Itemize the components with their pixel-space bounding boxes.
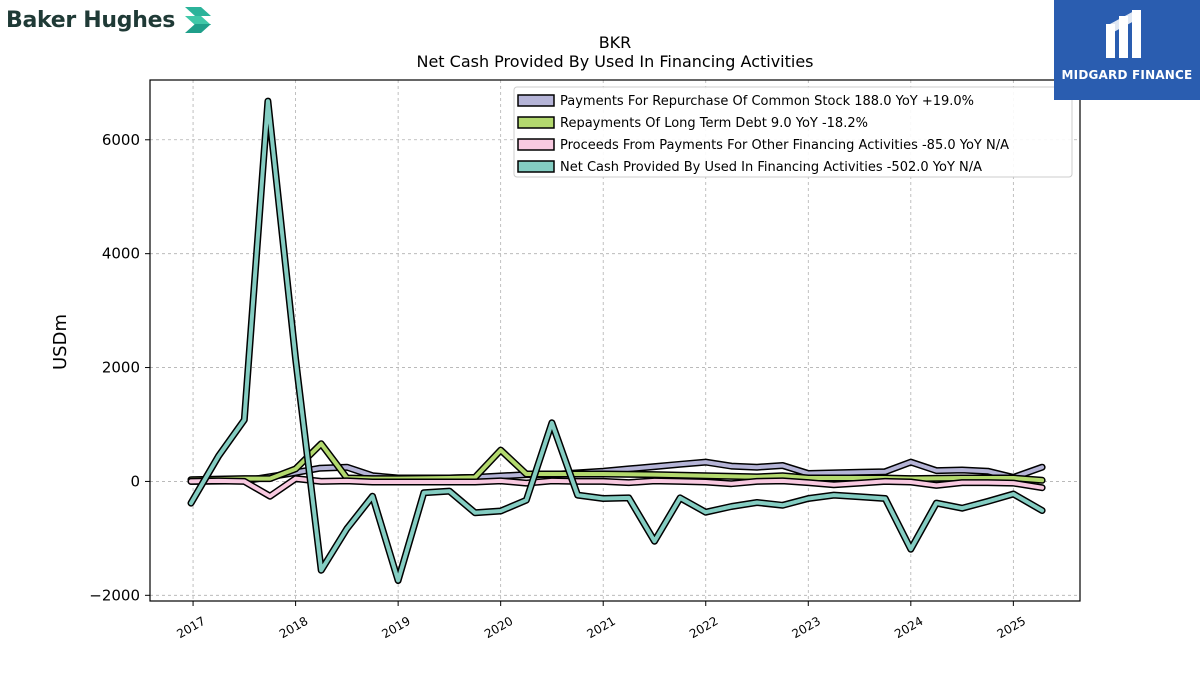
legend-entry: Repayments Of Long Term Debt 9.0 YoY -18… <box>560 116 868 131</box>
chart-subtitle: Net Cash Provided By Used In Financing A… <box>416 52 813 71</box>
y-tick-label: −2000 <box>89 586 140 604</box>
baker-hughes-logo-text: Baker Hughes <box>6 7 175 33</box>
y-tick-label: 2000 <box>102 359 140 377</box>
axes-frame <box>149 79 1081 602</box>
x-tick-label: 2021 <box>584 614 617 641</box>
legend-swatch <box>517 116 555 129</box>
x-tick-label: 2020 <box>482 614 515 641</box>
legend-box <box>513 86 1073 178</box>
chart-title: BKR <box>599 33 632 52</box>
midgard-finance-logo: MIDGARD FINANCE <box>1054 0 1200 100</box>
x-tick-label: 2019 <box>379 614 412 641</box>
x-tick-label: 2025 <box>995 614 1028 641</box>
legend: Payments For Repurchase Of Common Stock … <box>513 86 1073 178</box>
series-repurchase-line <box>189 460 1045 484</box>
x-tick-label: 2018 <box>277 614 310 641</box>
y-tick-label: 0 <box>130 472 140 490</box>
x-tick-label: 2023 <box>790 614 823 641</box>
y-axis-label: USDm <box>50 314 71 370</box>
series-net-cash-line <box>189 99 1045 583</box>
y-tick-label: 6000 <box>102 131 140 149</box>
midgard-monogram-icon <box>1106 10 1141 58</box>
x-tick-label: 2022 <box>687 614 720 641</box>
legend-swatch <box>517 94 555 107</box>
legend-entry: Net Cash Provided By Used In Financing A… <box>560 160 982 175</box>
x-tick-label: 2017 <box>174 614 207 641</box>
legend-swatch <box>517 160 555 173</box>
y-tick-label: 4000 <box>102 245 140 263</box>
legend-swatch <box>517 138 555 151</box>
baker-hughes-logo: Baker Hughes <box>6 4 215 36</box>
legend-entry: Payments For Repurchase Of Common Stock … <box>560 94 974 109</box>
series-proceeds-line <box>189 476 1045 499</box>
baker-hughes-chevron-icon <box>184 7 211 33</box>
series-lines <box>187 97 1046 584</box>
midgard-finance-logo-text: MIDGARD FINANCE <box>1061 68 1193 82</box>
legend-entry: Proceeds From Payments For Other Financi… <box>560 138 1009 153</box>
axis-ticks: 2017 2018 2019 2020 2021 2022 2023 2024 2025 −200… <box>89 131 1028 641</box>
x-tick-label: 2024 <box>892 614 925 641</box>
